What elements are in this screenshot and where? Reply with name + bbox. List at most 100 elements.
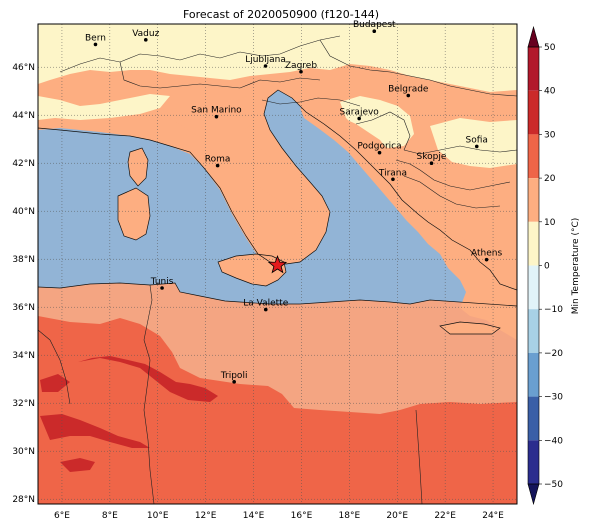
city-label: Tunis	[150, 277, 174, 287]
africa-hot-patch-2	[40, 414, 150, 448]
city-dot	[232, 380, 236, 384]
city-label: Ljubljana	[245, 55, 286, 65]
colorbar-band	[528, 47, 539, 91]
colorbar-under-arrow	[527, 483, 540, 506]
africa-hot-patch-1	[78, 356, 218, 402]
country-borders	[38, 35, 517, 504]
colorbar-tick-label: 20	[544, 174, 556, 184]
x-tick-label: 12°E	[195, 511, 217, 521]
city-dot	[406, 93, 411, 98]
city-label: Vaduz	[132, 29, 159, 39]
colorbar-tick-label: 50	[544, 43, 556, 53]
city-dot	[214, 114, 219, 119]
colorbar-tick-label: 10	[544, 218, 556, 228]
x-tick-label: 16°E	[291, 511, 313, 521]
y-tick-label: 28°N	[12, 495, 35, 505]
city-label: Tripoli	[220, 371, 248, 381]
crete-land	[440, 322, 500, 334]
x-tick-label: 8°E	[102, 511, 118, 521]
colorbar-band	[528, 265, 539, 310]
y-tick-label: 44°N	[12, 111, 35, 121]
africa-hot-patch-4	[40, 374, 70, 392]
x-tick-label: 6°E	[54, 511, 70, 521]
colorbar-band	[528, 396, 539, 441]
city-label: Athens	[471, 249, 502, 259]
star-marker-icon	[267, 255, 288, 274]
map-frame	[37, 23, 518, 505]
lat-lon-grid	[38, 24, 517, 504]
city-label: Zagreb	[285, 61, 317, 71]
y-tick-label: 40°N	[12, 207, 35, 217]
colorbar-label: Min Temperature (°C)	[571, 218, 581, 315]
city-dot	[357, 116, 361, 121]
y-tick-label: 38°N	[12, 255, 35, 265]
balkan-cream-patch	[340, 96, 414, 148]
y-tick-label: 32°N	[12, 399, 35, 409]
colorbar-tick-label: −30	[544, 393, 563, 403]
colorbar: 50 40 30 20 10 0 −10 −20 −30 −40 −50	[527, 25, 563, 506]
y-tick-label: 30°N	[12, 447, 35, 457]
x-tick-label: 10°E	[147, 511, 169, 521]
colorbar-band	[528, 178, 539, 222]
italy-land	[170, 96, 320, 252]
city-label: Podgorica	[357, 142, 401, 152]
city-label: Budapest	[353, 20, 396, 30]
city-dot	[391, 177, 395, 182]
colorbar-tick-label: 40	[544, 87, 556, 97]
city-dot	[160, 286, 164, 290]
colorbar-tick-label: −40	[544, 436, 563, 446]
colorbar-tick-label: 0	[544, 262, 550, 272]
city-dot	[372, 29, 377, 33]
balkans-land	[300, 108, 517, 340]
europe-land-cream	[38, 24, 517, 92]
y-tick-label: 42°N	[12, 159, 35, 169]
city-dot	[299, 69, 303, 74]
colorbar-band	[528, 90, 539, 135]
city-label: Roma	[205, 155, 231, 165]
colorbar-band	[528, 309, 539, 353]
colorbar-tick-label: −20	[544, 349, 563, 359]
x-tick-label: 24°E	[482, 511, 504, 521]
map-area	[38, 24, 517, 504]
africa-hot-patch-3	[60, 458, 95, 472]
colorbar-band	[528, 221, 539, 266]
city-dot	[263, 64, 268, 68]
coastlines	[38, 89, 517, 335]
city-dot	[215, 163, 220, 168]
y-tick-label: 36°N	[12, 303, 35, 313]
corsica-land	[128, 148, 148, 186]
city-label: Bern	[85, 33, 106, 43]
city-dot	[429, 161, 434, 165]
colorbar-band	[528, 134, 539, 179]
city-dot	[474, 144, 479, 149]
city-label: Skopje	[417, 152, 447, 162]
map-axes: 6°E 8°E 10°E 12°E 14°E 16°E 18°E 20°E 22°E 24°E 46…	[12, 63, 504, 521]
city-dot	[377, 150, 382, 155]
x-tick-label: 14°E	[243, 511, 265, 521]
x-tick-label: 22°E	[434, 511, 456, 521]
sardinia-land	[118, 188, 150, 240]
x-tick-label: 20°E	[386, 511, 408, 521]
colorbar-tick-label: −10	[544, 305, 563, 315]
colorbar-tick-label: −50	[544, 480, 563, 490]
city-dot	[93, 42, 98, 47]
city-label: Sarajevo	[340, 108, 380, 118]
city-label: La Valette	[243, 299, 288, 309]
colorbar-tick-label: 30	[544, 130, 556, 140]
location-marker-layer	[267, 255, 288, 274]
city-label: San Marino	[191, 106, 242, 116]
north-cream-strip	[38, 94, 170, 120]
greece-cream-patch	[430, 118, 517, 168]
colorbar-band	[528, 352, 539, 397]
y-tick-label: 34°N	[12, 351, 35, 361]
colorbar-over-arrow	[527, 25, 540, 48]
x-tick-label: 18°E	[339, 511, 361, 521]
city-dot	[484, 257, 489, 262]
city-dot	[143, 38, 148, 42]
y-tick-label: 46°N	[12, 63, 35, 73]
colorbar-band	[528, 440, 539, 484]
city-label: Belgrade	[388, 85, 429, 95]
city-label: Sofia	[466, 135, 488, 145]
